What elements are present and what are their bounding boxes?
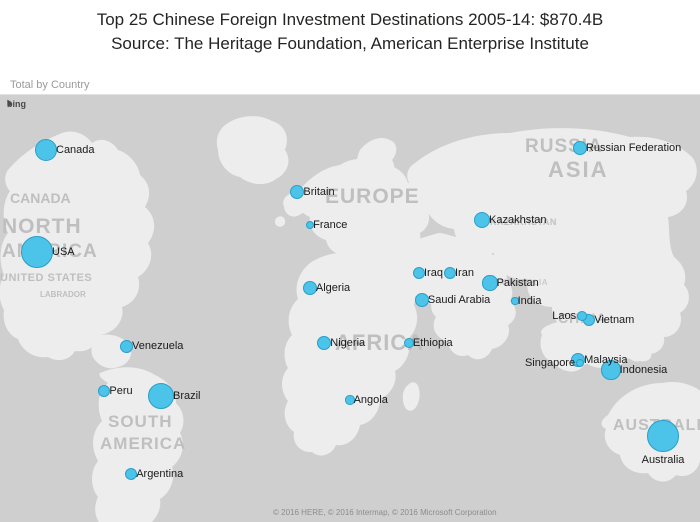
- svg-text:UNITED STATES: UNITED STATES: [0, 272, 92, 284]
- svg-text:NORTH: NORTH: [2, 215, 82, 238]
- svg-text:SOUTH: SOUTH: [108, 412, 173, 431]
- svg-text:Ocean: Ocean: [183, 324, 214, 336]
- svg-text:EUROPE: EUROPE: [325, 185, 420, 208]
- svg-text:Atlantic: Atlantic: [182, 312, 218, 324]
- svg-text:Ocean: Ocean: [516, 440, 547, 452]
- svg-text:CANADA: CANADA: [10, 190, 71, 206]
- svg-text:Indian: Indian: [520, 428, 549, 440]
- svg-text:LABRADOR: LABRADOR: [40, 290, 86, 299]
- svg-text:ASIA: ASIA: [548, 157, 609, 182]
- svg-text:AMERICA: AMERICA: [100, 434, 186, 453]
